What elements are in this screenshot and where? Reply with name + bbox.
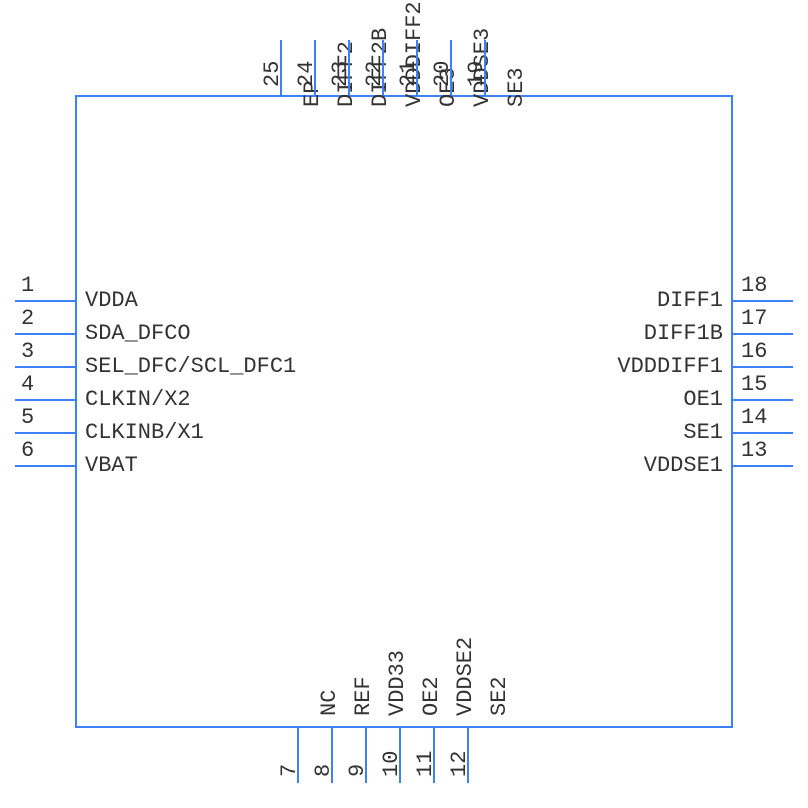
- pin-label: SE2: [487, 676, 512, 716]
- pin-number: 25: [260, 61, 285, 87]
- pin-label: SE1: [683, 420, 723, 445]
- pin-label: VBAT: [85, 453, 138, 478]
- pin-label: OE2: [419, 676, 444, 716]
- pin-number: 21: [396, 61, 421, 87]
- pin-stub: [15, 333, 75, 335]
- pin-label: VDDSE1: [644, 453, 723, 478]
- pin-stub: [15, 465, 75, 467]
- pin-label: VDDA: [85, 288, 138, 313]
- pin-label: DIFF1: [657, 288, 723, 313]
- pin-number: 7: [277, 764, 302, 777]
- pin-label: VDDSE2: [453, 637, 478, 716]
- pin-label: VDD33: [385, 650, 410, 716]
- pin-number: 15: [741, 372, 767, 397]
- pin-number: 23: [328, 61, 353, 87]
- pinout-diagram: 1 VDDA 2 SDA_DFCO 3 SEL_DFC/SCL_DFC1 4 CLKIN/X2…: [0, 0, 808, 808]
- pin-stub: [15, 366, 75, 368]
- pin-number: 6: [21, 438, 34, 463]
- pin-number: 18: [741, 273, 767, 298]
- pin-stub: [733, 432, 793, 434]
- pin-number: 14: [741, 405, 767, 430]
- pin-stub: [733, 465, 793, 467]
- pin-label: OE1: [683, 387, 723, 412]
- pin-stub: [733, 399, 793, 401]
- pin-number: 5: [21, 405, 34, 430]
- pin-label: SEL_DFC/SCL_DFC1: [85, 354, 296, 379]
- pin-number: 4: [21, 372, 34, 397]
- pin-label: VDDDIFF1: [617, 354, 723, 379]
- pin-label: REF: [351, 676, 376, 716]
- pin-number: 17: [741, 306, 767, 331]
- pin-number: 3: [21, 339, 34, 364]
- pin-label: NC: [317, 690, 342, 716]
- pin-label: DIFF1B: [644, 321, 723, 346]
- pin-number: 1: [21, 273, 34, 298]
- pin-label: CLKINB/X1: [85, 420, 204, 445]
- pin-stub: [733, 300, 793, 302]
- pin-number: 22: [362, 61, 387, 87]
- pin-number: 2: [21, 306, 34, 331]
- pin-number: 13: [741, 438, 767, 463]
- pin-label: VDDDIFF2: [402, 1, 427, 107]
- pin-stub: [15, 399, 75, 401]
- pin-stub: [15, 300, 75, 302]
- pin-number: 24: [294, 61, 319, 87]
- pin-number: 12: [447, 751, 472, 777]
- pin-number: 11: [413, 751, 438, 777]
- pin-number: 10: [379, 751, 404, 777]
- pin-label: CLKIN/X2: [85, 387, 191, 412]
- pin-number: 19: [464, 61, 489, 87]
- pin-stub: [15, 432, 75, 434]
- pin-label: SDA_DFCO: [85, 321, 191, 346]
- pin-label: SE3: [504, 67, 529, 107]
- pin-number: 9: [345, 764, 370, 777]
- pin-number: 16: [741, 339, 767, 364]
- pin-number: 8: [311, 764, 336, 777]
- pin-stub: [733, 333, 793, 335]
- pin-stub: [733, 366, 793, 368]
- pin-number: 20: [430, 61, 455, 87]
